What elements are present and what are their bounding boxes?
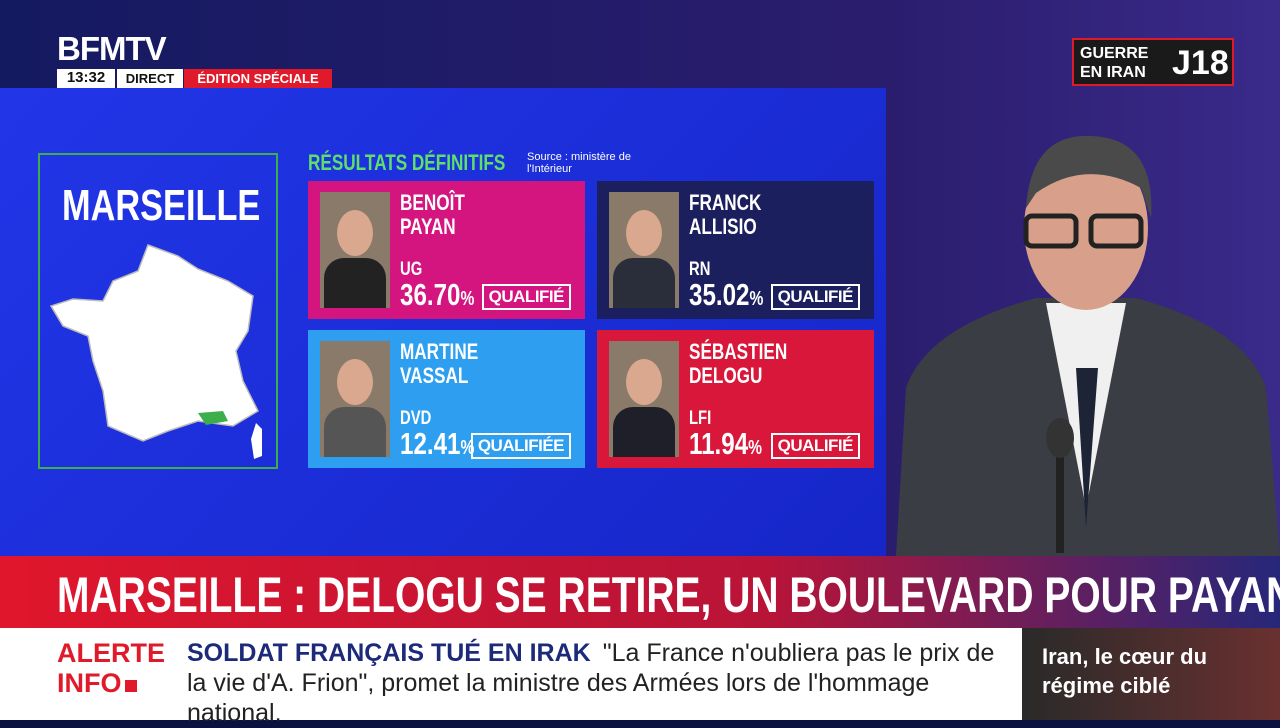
party: DVD (400, 408, 432, 429)
status-text: QUALIFIÉ (777, 436, 854, 455)
score: 12.41% (400, 426, 474, 462)
photo-face (337, 210, 373, 256)
headline-wrap: MARSEILLE : DELOGU SE RETIRE, UN BOULEVA… (57, 566, 1280, 624)
candidate-card: FRANCK ALLISIO RN 35.02% QUALIFIÉ (597, 181, 874, 319)
photo-face (626, 359, 662, 405)
name-wrap: VASSAL (400, 364, 488, 388)
region-highlight (198, 411, 228, 425)
score-unit: % (748, 437, 763, 459)
face (1024, 146, 1148, 310)
score-unit: % (460, 288, 475, 310)
name-wrap: SÉBASTIEN (689, 340, 815, 364)
headline: MARSEILLE : DELOGU SE RETIRE, UN BOULEVA… (57, 567, 1280, 623)
candidate-photo (609, 192, 679, 308)
first-name: FRANCK (689, 190, 762, 215)
candidate-card: BENOÎT PAYAN UG 36.70% QUALIFIÉ (308, 181, 585, 319)
microphone (1046, 418, 1074, 458)
logo: BFMTV (57, 30, 167, 67)
photo-face (337, 359, 373, 405)
score-value: 11.94 (689, 426, 749, 461)
candidate-photo (320, 341, 390, 457)
first-name: MARTINE (400, 339, 479, 364)
score-value: 36.70 (400, 277, 461, 312)
ticker: ALERTE INFO SOLDAT FRANÇAIS TUÉ EN IRAK "… (0, 628, 1022, 727)
score: 35.02% (689, 277, 763, 313)
france-outline (49, 244, 259, 442)
candidate-card: MARTINE VASSAL DVD 12.41% QUALIFIÉE (308, 330, 585, 468)
results-title-wrap: RÉSULTATS DÉFINITIFS (308, 150, 561, 176)
status-text: QUALIFIÉ (777, 287, 854, 306)
last-name: PAYAN (400, 214, 456, 239)
party: LFI (689, 408, 712, 429)
status: QUALIFIÉE (470, 433, 571, 459)
map-city-wrap: MARSEILLE (62, 181, 316, 231)
status: QUALIFIÉ (481, 284, 571, 310)
name-wrap: FRANCK (689, 191, 782, 215)
status: QUALIFIÉ (770, 433, 860, 459)
party: RN (689, 259, 711, 280)
tie (1076, 368, 1098, 528)
photo-body (324, 407, 386, 457)
edition-label: ÉDITION SPÉCIALE (184, 69, 332, 88)
photo-face (626, 210, 662, 256)
map-city: MARSEILLE (62, 181, 261, 230)
last-name: ALLISIO (689, 214, 757, 239)
last-name: DELOGU (689, 363, 763, 388)
party-wrap: RN (689, 259, 716, 281)
results-source: Source : ministère de l'Intérieur (527, 151, 631, 175)
corsica (251, 423, 262, 459)
status-text: QUALIFIÉ (488, 287, 565, 306)
name-wrap: PAYAN (400, 215, 471, 239)
headline-bar: MARSEILLE : DELOGU SE RETIRE, UN BOULEVA… (0, 556, 1280, 628)
name-wrap: BENOÎT (400, 191, 483, 215)
alert-bottom: INFO (57, 668, 122, 698)
results-title: RÉSULTATS DÉFINITIFS (308, 150, 506, 175)
score-wrap: 36.70% (400, 277, 495, 313)
score-unit: % (749, 288, 764, 310)
hair (1026, 135, 1152, 218)
presenter (896, 135, 1280, 556)
side-box: Iran, le cœur du régime ciblé (1022, 628, 1280, 720)
photo-body (613, 407, 675, 457)
party-wrap: DVD (400, 408, 440, 430)
status-text: QUALIFIÉE (477, 436, 565, 455)
topic-badge: GUERRE EN IRAN J18 (1072, 38, 1234, 86)
last-name: VASSAL (400, 363, 469, 388)
party-wrap: LFI (689, 408, 718, 430)
name-wrap: DELOGU (689, 364, 783, 388)
score-value: 35.02 (689, 277, 750, 312)
badge-topic: GUERRE EN IRAN (1080, 45, 1149, 81)
live-label: DIRECT (117, 69, 183, 88)
score-wrap: 11.94% (689, 426, 783, 462)
score: 11.94% (689, 426, 762, 462)
score-wrap: 35.02% (689, 277, 784, 313)
badge-day: J18 (1172, 44, 1229, 82)
party-wrap: UG (400, 259, 429, 281)
score-value: 12.41 (400, 426, 461, 461)
ticker-text-box: SOLDAT FRANÇAIS TUÉ EN IRAK "La France n'… (187, 638, 1017, 728)
side-text: Iran, le cœur du régime ciblé (1042, 644, 1208, 698)
first-name: SÉBASTIEN (689, 339, 788, 364)
ticker-title: SOLDAT FRANÇAIS TUÉ EN IRAK (187, 639, 591, 667)
alert-square (125, 680, 137, 692)
candidate-photo (609, 341, 679, 457)
microphone (1056, 433, 1064, 553)
time: 13:32 (57, 69, 115, 88)
map-panel: MARSEILLE (38, 153, 278, 469)
status: QUALIFIÉ (770, 284, 860, 310)
photo-body (613, 258, 675, 308)
glasses (1023, 213, 1079, 249)
glasses (1088, 213, 1144, 249)
name-wrap: ALLISIO (689, 215, 776, 239)
party: UG (400, 259, 423, 280)
first-name: BENOÎT (400, 190, 465, 215)
candidate-photo (320, 192, 390, 308)
france-map (49, 244, 262, 459)
alert-top: ALERTE (57, 638, 165, 668)
candidate-card: SÉBASTIEN DELOGU LFI 11.94% QUALIFIÉ (597, 330, 874, 468)
photo-body (324, 258, 386, 308)
name-wrap: MARTINE (400, 340, 500, 364)
score: 36.70% (400, 277, 474, 313)
